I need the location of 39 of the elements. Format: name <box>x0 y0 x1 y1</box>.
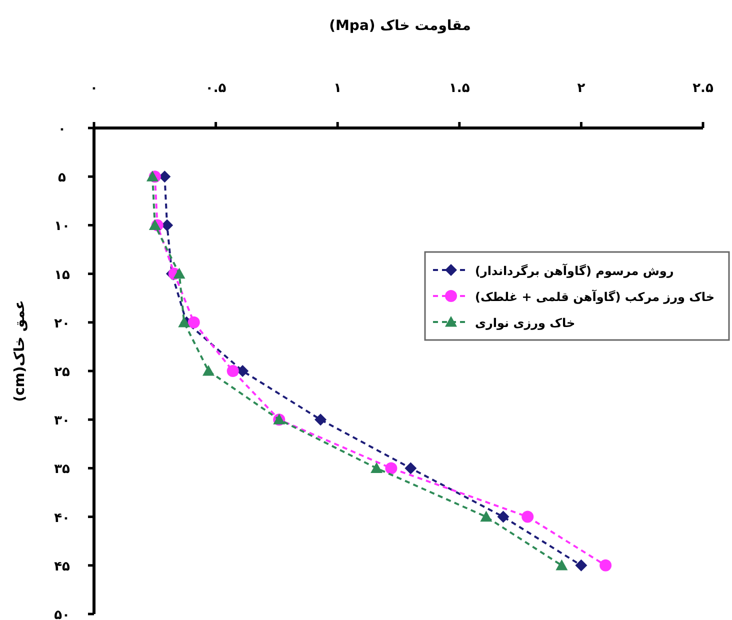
point <box>178 316 190 328</box>
point <box>404 462 417 474</box>
point <box>575 559 588 572</box>
y-axis-title: عمق خاک(cm) <box>12 300 28 402</box>
y-tick-label: ۳۵ <box>54 462 70 478</box>
point <box>146 170 158 182</box>
x-tick-label: ۰.۵ <box>205 81 226 96</box>
y-tick-label: ۴۵ <box>54 559 70 574</box>
y-tick-label: ۴۰ <box>54 510 70 526</box>
point <box>600 559 612 572</box>
point <box>226 365 239 377</box>
y-tick-label: ۳۰ <box>54 414 70 429</box>
point <box>385 462 398 474</box>
x-tick-label: ۰ <box>90 81 98 96</box>
x-axis-title: مقاومت خاک (Mpa) <box>329 18 471 34</box>
point <box>314 414 327 426</box>
legend-label: خاک ورزی نواری <box>475 316 576 330</box>
point <box>480 510 492 522</box>
legend-label: روش مرسوم (گاوآهن برگرداندار) <box>475 263 674 278</box>
point <box>556 559 568 570</box>
point <box>370 462 383 473</box>
x-tick-label: ۱.۵ <box>448 81 470 96</box>
x-tick-label: ۲ <box>577 81 586 96</box>
y-tick-label: ۰ <box>58 122 66 137</box>
y-tick-label: ۵۰ <box>54 608 70 620</box>
point <box>522 510 534 523</box>
point <box>497 510 510 523</box>
point <box>173 268 186 279</box>
y-tick-label: ۱۵ <box>54 268 70 283</box>
x-tick-label: ۱ <box>334 81 342 96</box>
point <box>202 365 214 376</box>
y-tick-label: ۵ <box>58 170 66 186</box>
x-tick-label: ۲.۵ <box>692 81 714 96</box>
point <box>188 316 200 328</box>
y-tick-label: ۱۰ <box>54 219 70 234</box>
point <box>148 219 161 230</box>
legend-label: خاک ورز مرکب (گاوآهن قلمی + غلطک) <box>475 289 715 304</box>
y-tick-label: ۲۰ <box>54 316 70 332</box>
y-tick-label: ۲۵ <box>54 365 70 380</box>
